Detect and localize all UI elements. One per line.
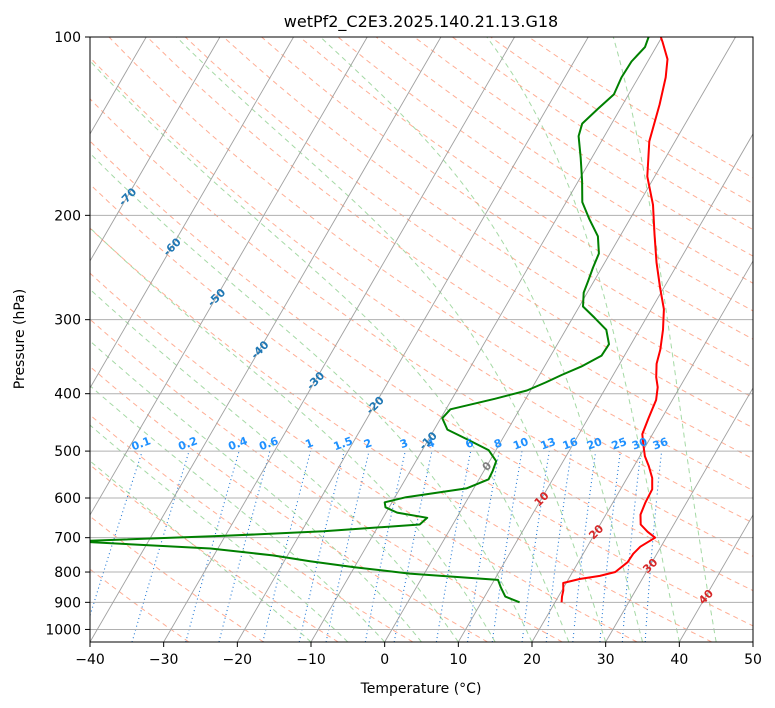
y-tick-label: 200 [54,208,81,224]
isotherm-line [90,37,221,262]
isotherm-line [310,37,663,642]
x-tick-label: 40 [670,652,688,668]
dry-adiabat-line [90,272,638,642]
plot-frame [89,36,754,643]
moist-adiabat-line [90,227,496,642]
mixing-ratio-line [185,450,240,642]
mixing-ratio-label: 20 [585,435,604,453]
dry-adiabat-line [90,365,488,642]
moist-adiabat-line [90,60,570,642]
mixing-ratio-line [644,451,663,642]
isotherm-line [90,37,368,516]
mixing-ratio-label: 1 [304,436,316,451]
mixing-ratio-label: 1.5 [332,434,355,453]
isotherm-line [678,514,753,642]
mixing-ratio-label: 16 [561,435,580,453]
y-tick-label: 600 [54,491,81,507]
y-tick-label: 100 [54,30,81,46]
x-tick-label: 50 [744,652,762,668]
moist-adiabat-line [176,37,607,642]
mixing-ratio-line [325,450,370,642]
mixing-ratio-label: 25 [610,435,629,452]
y-tick-label: 1000 [45,622,81,638]
dry-adiabat-line [337,37,753,312]
mixing-ratio-label: 6 [464,436,476,451]
x-tick-label: −40 [75,652,105,668]
mixing-ratio-line [131,450,190,642]
dry-adiabat-line [90,515,264,642]
isotherm-line [605,387,753,642]
x-tick-label: −30 [149,652,179,668]
mixing-ratio-label: 36 [651,435,670,453]
dry-adiabat-line [90,227,712,642]
moist-adiabat-line [90,424,349,642]
y-tick-label: 900 [54,595,81,611]
dry-adiabat-line [184,37,753,429]
isotherms [90,37,753,642]
plot-area: 0.10.20.40.611.52346810131620253036-100-… [90,37,753,642]
x-tick-label: −10 [296,652,326,668]
mixing-ratio-line [599,451,621,642]
mixing-ratio-label: 3 [398,436,410,451]
mixing-ratio-label: 13 [539,435,558,452]
y-tick-label: 700 [54,531,81,547]
y-tick-label: 500 [54,444,81,460]
pressure-gridlines [90,37,753,630]
dry-adiabat-line [261,37,753,369]
isotherm-line [457,133,753,642]
x-axis-ticks: −40 −30 −20 −10 0 10 20 30 40 50 [75,642,762,668]
mixing-ratio-line [545,451,572,642]
y-tick-label: 400 [54,387,81,403]
dry-adiabat-line [90,140,753,592]
isotherm-line [531,260,753,642]
x-tick-label: 0 [380,652,389,668]
isotherm-line [236,37,589,642]
moist-adiabat-line [320,37,643,642]
mixing-ratio-line [218,450,271,642]
mixing-ratio-label: 0.6 [257,434,280,453]
chart-title: wetPf2_C2E3.2025.140.21.13.G18 [284,12,558,32]
dry-adiabat-line [90,56,753,524]
mixing-ratio-label: 2 [362,436,374,451]
mixing-ratio-label: 4 [425,436,437,451]
moist-adiabat-line [612,37,717,642]
isotherm-line [384,37,736,642]
x-tick-label: −20 [223,652,253,668]
y-tick-label: 800 [54,565,81,581]
x-tick-label: 10 [449,652,467,668]
mixing-ratio-line [621,451,642,642]
moist-adiabat-line [90,288,459,642]
isotherm-line [163,37,515,642]
mixing-ratio-label: 0.2 [177,434,200,453]
dry-adiabat-line [108,37,753,492]
dry-adiabat-line [90,318,563,642]
mixing-ratio-label: 0.1 [130,434,153,453]
line-labels: 0.10.20.40.611.52346810131620253036-100-… [90,140,716,607]
mixing-ratio-line [262,450,312,642]
mixing-ratio-line [298,450,345,642]
x-tick-label: 30 [597,652,615,668]
moist-adiabat-line [90,460,312,642]
mixing-ratio-label: 30 [630,435,649,453]
y-tick-label: 300 [54,313,81,329]
mixing-ratio-line [572,451,597,642]
x-tick-label: 20 [523,652,541,668]
mixing-ratio-label: 0.4 [227,434,250,453]
isotherm-line [90,37,294,389]
isotherm-line [90,37,442,642]
profile-lines [90,37,669,604]
dewpoint-profile-line [90,37,650,604]
y-axis-title: Pressure (hPa) [12,289,28,389]
x-axis-title: Temperature (°C) [360,681,482,697]
mixing-ratio-lines [90,450,663,642]
dry-adiabat-line [90,568,190,642]
mixing-ratio-label: 10 [511,435,530,453]
temperature-profile-line [560,37,669,603]
mixing-ratio-label: 8 [492,436,504,451]
moist-adiabat-line [90,340,422,642]
y-axis-ticks: 100 200 300 400 500 600 700 800 900 1000 [45,30,90,638]
